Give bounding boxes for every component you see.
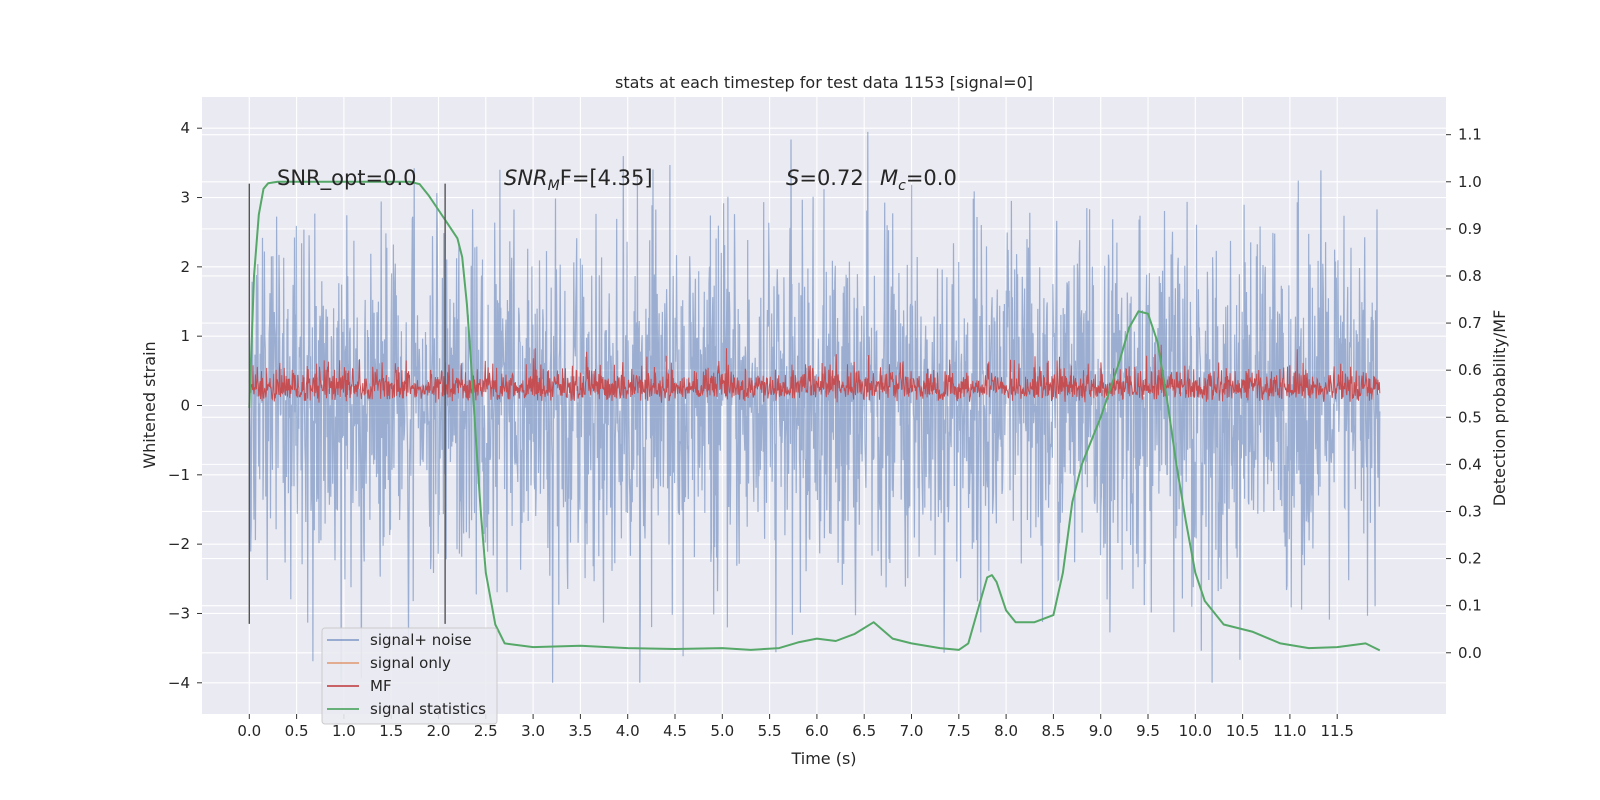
x-tick-label: 4.5 <box>663 722 687 740</box>
y-axis-label-left: Whitened strain <box>140 341 159 468</box>
snr-mf-annotation: SNRMF=[4.35] <box>504 166 653 194</box>
x-tick-label: 0.0 <box>237 722 261 740</box>
x-axis-label: Time (s) <box>790 749 856 768</box>
y-left-tick-label: −2 <box>168 535 190 553</box>
legend-box <box>321 627 498 725</box>
y-right-tick-label: 0.1 <box>1458 597 1482 615</box>
y-left-tick-label: −4 <box>168 674 190 692</box>
x-tick-label: 10.0 <box>1179 722 1212 740</box>
y-right-tick-label: 1.0 <box>1458 173 1482 191</box>
y-right-tick-label: 0.3 <box>1458 502 1482 520</box>
y-right-tick-label: 0.0 <box>1458 644 1482 662</box>
mc-annotation: Mc=0.0 <box>880 166 957 194</box>
x-tick-label: 6.0 <box>805 722 829 740</box>
x-tick-label: 9.0 <box>1089 722 1113 740</box>
y-left-tick-label: 3 <box>180 189 190 207</box>
x-tick-label: 4.0 <box>616 722 640 740</box>
legend-label-signal-statistics: signal statistics <box>370 700 486 718</box>
x-tick-label: 1.0 <box>332 722 356 740</box>
y-right-tick-label: 0.9 <box>1458 220 1482 238</box>
y-left-tick-label: −1 <box>168 466 190 484</box>
y-right-tick-label: 0.5 <box>1458 408 1482 426</box>
y-right-tick-label: 1.1 <box>1458 126 1482 144</box>
y-left-tick-label: 0 <box>180 397 190 415</box>
series-signal-statistics <box>248 180 1381 652</box>
x-tick-label: 5.5 <box>758 722 782 740</box>
s-annotation: S=0.72 <box>786 166 864 190</box>
series-mf <box>248 344 1381 403</box>
x-tick-label: 1.5 <box>379 722 403 740</box>
legend-label-signal-noise: signal+ noise <box>370 631 472 649</box>
y-axis-label-right: Detection probability/MF <box>1490 310 1509 507</box>
y-left-tick-label: 2 <box>180 258 190 276</box>
x-tick-label: 9.5 <box>1136 722 1160 740</box>
x-tick-label: 7.0 <box>900 722 924 740</box>
x-tick-label: 6.5 <box>852 722 876 740</box>
legend-label-mf: MF <box>370 677 392 695</box>
snr-opt-annotation: SNR_opt=0.0 <box>277 166 417 191</box>
y-right-tick-label: 0.4 <box>1458 455 1482 473</box>
legend-label-signal-only: signal only <box>370 654 451 672</box>
x-tick-label: 2.0 <box>427 722 451 740</box>
y-left-tick-label: 4 <box>180 119 190 137</box>
x-tick-label: 3.0 <box>521 722 545 740</box>
y-right-tick-label: 0.2 <box>1458 550 1482 568</box>
y-left-tick-label: 1 <box>180 327 190 345</box>
y-left-tick-label: −3 <box>168 604 190 622</box>
legend: signal+ noise signal only MF signal stat… <box>321 627 498 725</box>
x-tick-label: 3.5 <box>568 722 592 740</box>
y-right-tick-label: 0.7 <box>1458 314 1482 332</box>
x-tick-label: 0.5 <box>285 722 309 740</box>
x-tick-label: 8.5 <box>1041 722 1065 740</box>
x-tick-label: 5.0 <box>710 722 734 740</box>
x-tick-label: 7.5 <box>947 722 971 740</box>
chart-title: stats at each timestep for test data 115… <box>615 73 1033 92</box>
x-tick-label: 10.5 <box>1226 722 1259 740</box>
x-tick-label: 8.0 <box>994 722 1018 740</box>
y-right-tick-label: 0.6 <box>1458 361 1482 379</box>
x-tick-label: 2.5 <box>474 722 498 740</box>
x-tick-label: 11.0 <box>1273 722 1306 740</box>
y-right-tick-label: 0.8 <box>1458 267 1482 285</box>
x-tick-label: 11.5 <box>1321 722 1354 740</box>
